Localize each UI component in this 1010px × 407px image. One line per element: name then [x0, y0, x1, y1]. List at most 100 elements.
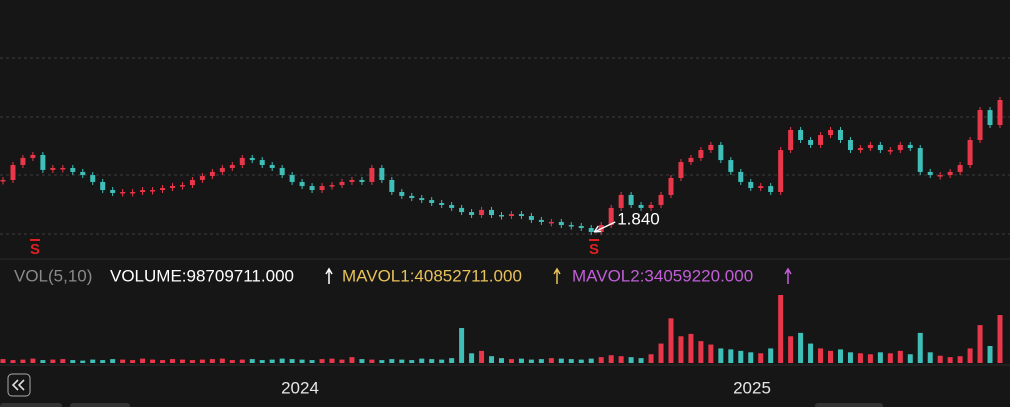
volume-bar	[937, 355, 943, 363]
candle-body	[199, 176, 205, 180]
candle-body	[698, 150, 704, 158]
volume-bar	[140, 358, 146, 363]
candle-body	[688, 157, 694, 163]
candle-body	[269, 165, 275, 168]
volume-bar	[588, 358, 594, 363]
candle-body	[459, 207, 465, 213]
volume-bar	[40, 360, 46, 363]
volume-bar	[668, 318, 674, 363]
volume-bar	[0, 359, 6, 363]
candle-body	[339, 181, 345, 186]
candle-body	[937, 175, 943, 177]
candle-body	[708, 144, 714, 151]
candle-body	[778, 150, 784, 192]
candle-body	[349, 179, 355, 182]
button-icon	[11, 379, 25, 391]
candle-body	[568, 225, 574, 227]
candle-body	[867, 144, 873, 149]
volume-bar	[80, 360, 86, 363]
legend-arrow	[325, 267, 333, 284]
volume-bar	[189, 360, 195, 363]
candle-body	[857, 148, 863, 151]
tab[interactable]	[0, 403, 62, 407]
volume-bar	[349, 357, 355, 363]
candle-body	[169, 186, 175, 189]
volume-bar	[309, 360, 315, 363]
candle-body	[927, 171, 933, 176]
legend-arrow	[553, 267, 561, 284]
volume-bar	[798, 332, 804, 363]
volume-bar	[618, 356, 624, 363]
volume-bar	[160, 360, 166, 363]
tab[interactable]	[815, 403, 883, 407]
volume-bar	[279, 358, 285, 363]
volume-bar	[847, 352, 853, 363]
candle-body	[668, 178, 674, 195]
volume-bar	[698, 341, 704, 363]
candle-body	[628, 194, 634, 205]
volume-bar	[50, 359, 56, 363]
candle-body	[947, 171, 953, 176]
volume-bar	[289, 359, 295, 363]
x-tick-label: 2025	[733, 378, 771, 397]
candle-body	[30, 154, 36, 158]
volume-bar	[828, 350, 834, 363]
volume-bar	[997, 315, 1003, 363]
candle-body	[618, 194, 624, 208]
candle-body	[110, 190, 116, 193]
candle-body	[997, 100, 1003, 126]
volume-bar	[568, 359, 574, 363]
volume-bar	[718, 348, 724, 363]
tab[interactable]	[70, 403, 130, 407]
candle-body	[429, 200, 435, 204]
volume-bar	[30, 358, 36, 363]
volume-bar	[419, 358, 425, 363]
candle-body	[329, 185, 335, 187]
button-frame[interactable]	[7, 373, 31, 397]
annotation-label: 1.840	[617, 209, 660, 228]
candle-body	[877, 144, 883, 151]
volume-bar	[229, 360, 235, 363]
candle-body	[189, 179, 195, 186]
volume-bar	[837, 349, 843, 363]
volume-bar	[239, 359, 245, 363]
candle-body	[837, 129, 843, 141]
volume-bar	[648, 354, 654, 363]
candle-body	[299, 181, 305, 187]
volume-bar	[339, 359, 345, 363]
candle-body	[828, 129, 834, 136]
candle-body	[808, 140, 814, 145]
candle-body	[140, 190, 146, 192]
candle-body	[60, 167, 66, 170]
volume-bar	[429, 359, 435, 363]
candle-body	[638, 204, 644, 208]
volume-bar	[329, 358, 335, 363]
volume-bar	[748, 352, 754, 363]
candle-body	[957, 165, 963, 172]
candle-body	[279, 167, 285, 176]
collapse-button[interactable]	[7, 373, 31, 397]
candle-body	[728, 160, 734, 172]
volume-bar	[60, 359, 66, 363]
candle-body	[179, 185, 185, 187]
candle-body	[718, 144, 724, 161]
volume-bar	[120, 359, 126, 363]
volume-bar	[90, 359, 96, 363]
candle-body	[768, 186, 774, 192]
volume-bar	[897, 350, 903, 363]
volume-bar	[449, 358, 455, 363]
volume-bar	[818, 348, 824, 363]
candle-body	[508, 214, 514, 217]
volume-bar	[209, 359, 215, 363]
volume-bar	[389, 359, 395, 363]
volume-bar	[927, 352, 933, 363]
candle-body	[229, 165, 235, 168]
candle-body	[798, 129, 804, 141]
candle-body	[100, 181, 106, 191]
candle-body	[608, 207, 614, 226]
candle-body	[409, 195, 415, 199]
candle-body	[748, 181, 754, 189]
candle-body	[309, 186, 315, 191]
